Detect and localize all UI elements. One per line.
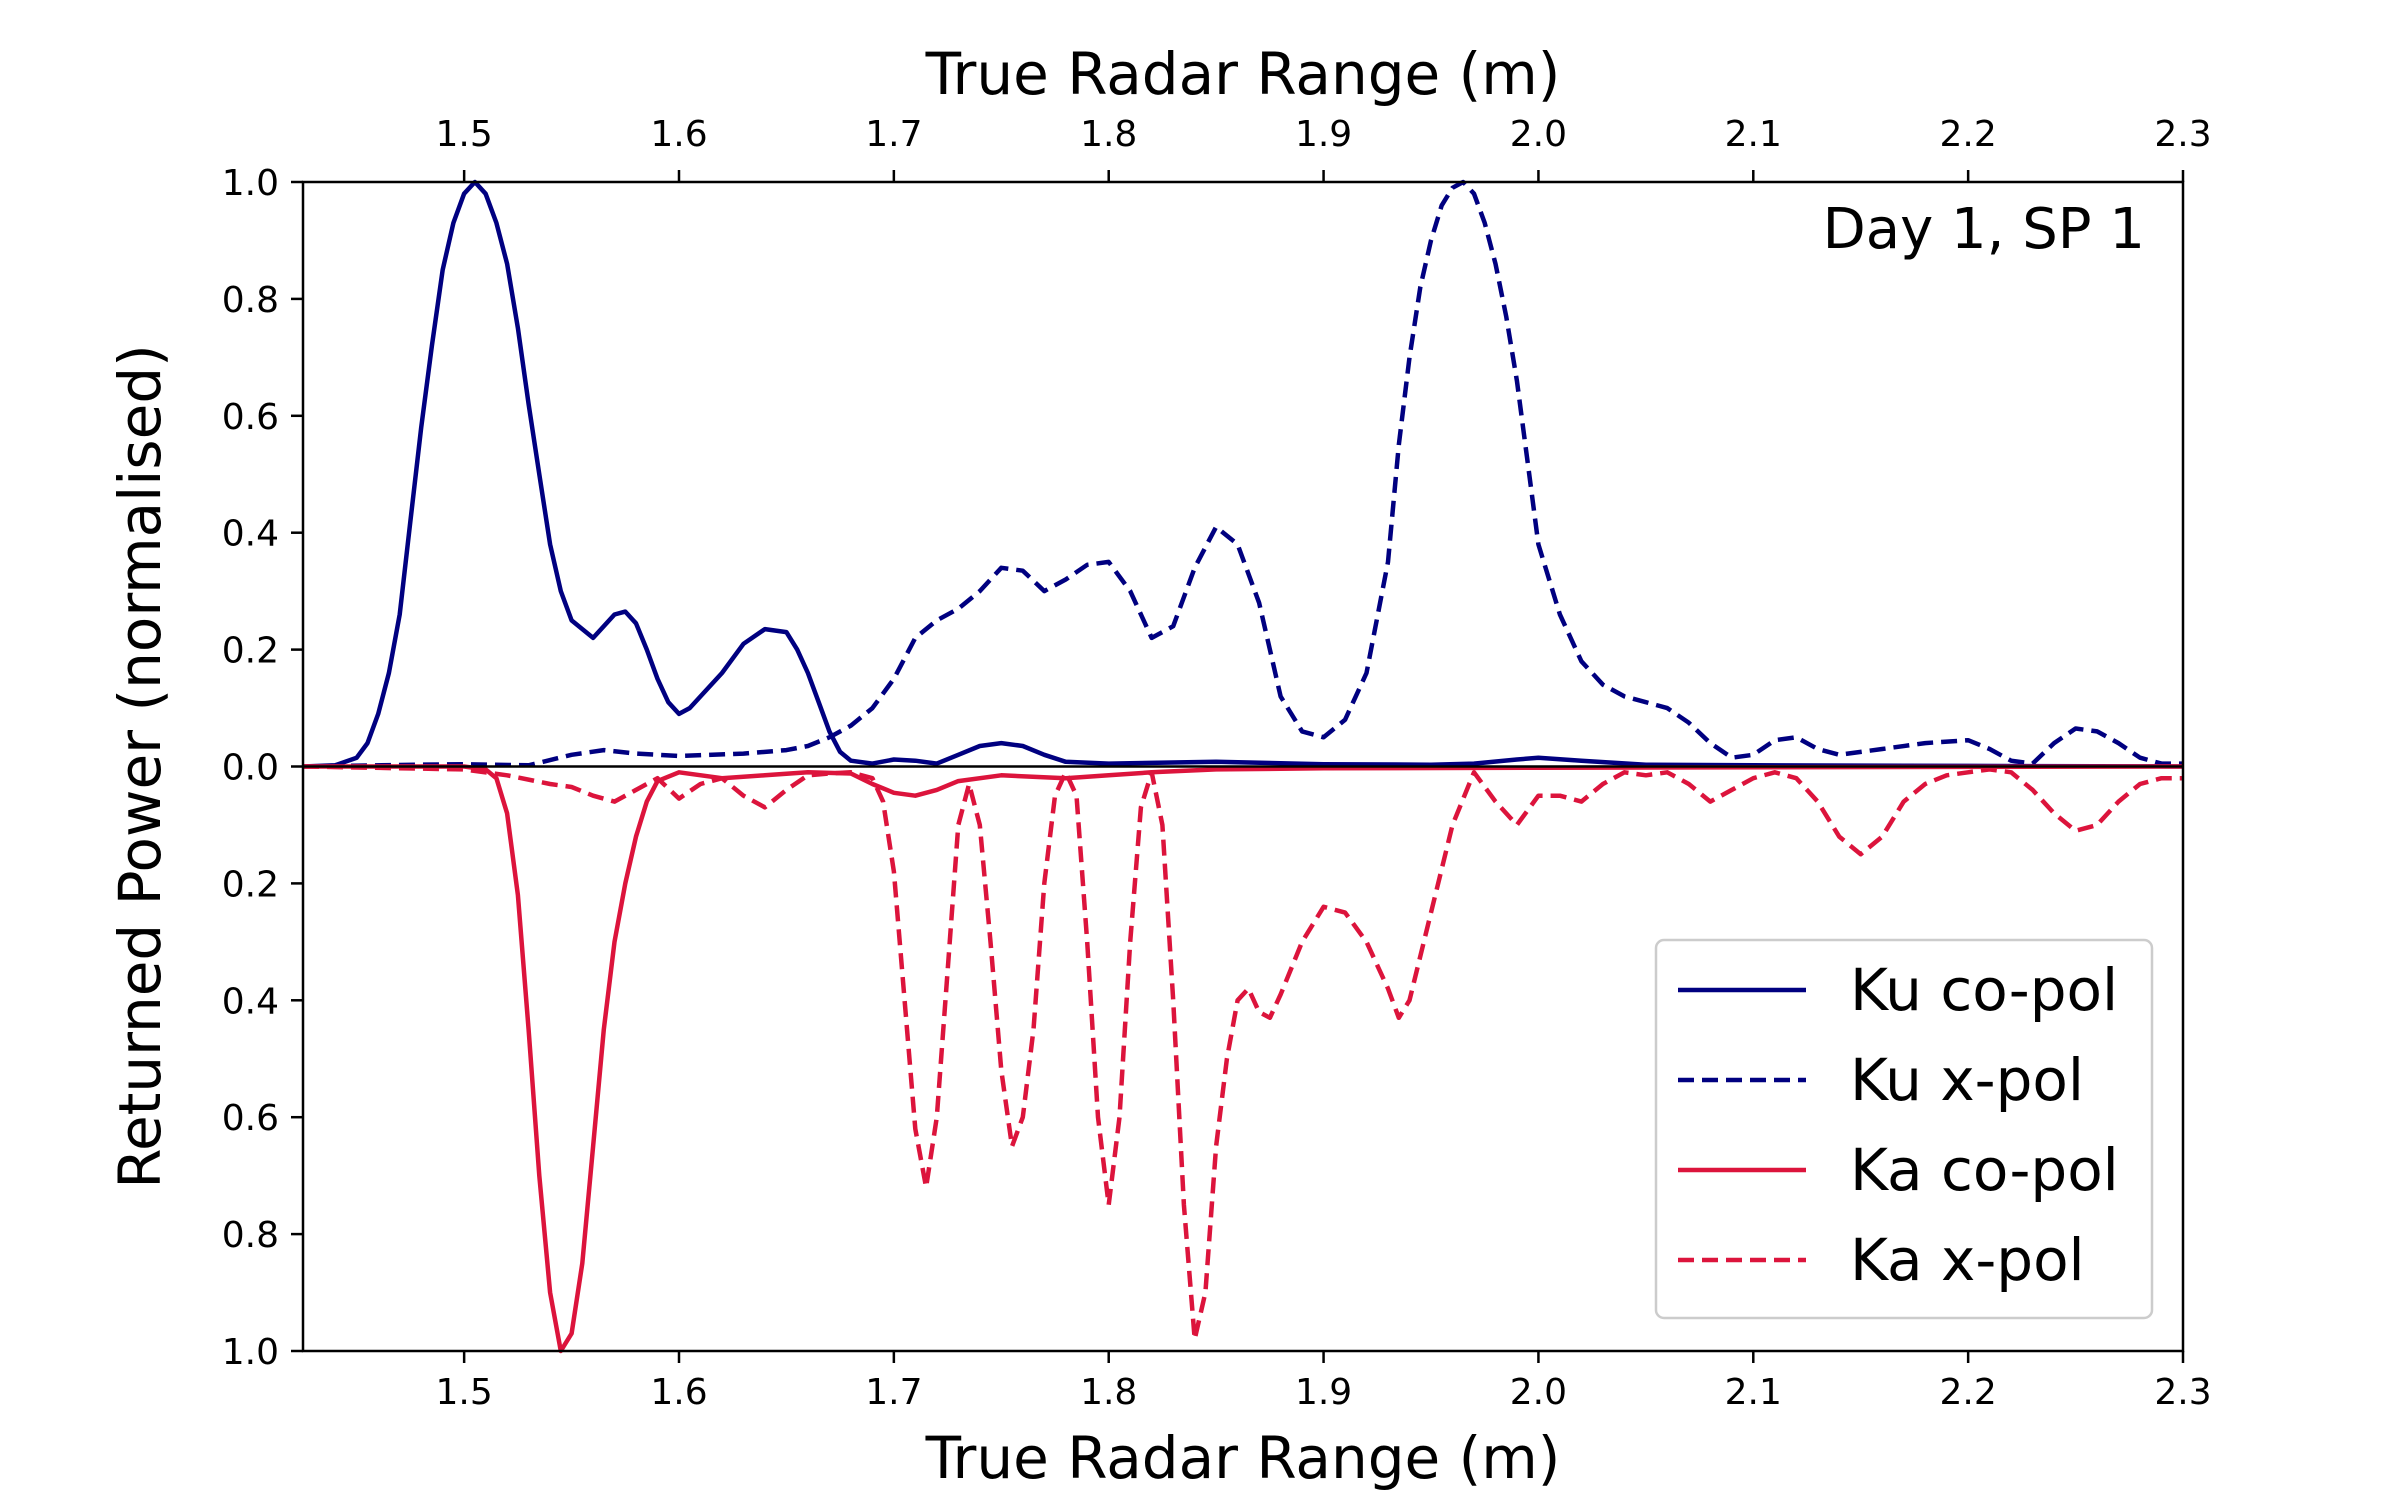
x-tick-label-top: 1.9	[1295, 114, 1352, 155]
x-tick-label-top: 1.6	[650, 114, 707, 155]
y-tick-label: 0.2	[222, 631, 279, 672]
y-tick-label: 0.8	[222, 1215, 279, 1256]
x-axis-title-bottom: True Radar Range (m)	[925, 1424, 1561, 1492]
y-axis-title: Returned Power (normalised)	[106, 344, 174, 1189]
x-tick-label-top: 2.1	[1725, 114, 1782, 155]
x-tick-label-bottom: 2.3	[2154, 1372, 2211, 1413]
y-tick-label: 1.0	[222, 1332, 279, 1373]
x-tick-label-top: 1.5	[436, 114, 493, 155]
x-tick-label-bottom: 1.7	[865, 1372, 922, 1413]
y-tick-label: 0.8	[222, 280, 279, 321]
x-tick-label-top: 1.7	[865, 114, 922, 155]
y-tick-label: 0.6	[222, 1098, 279, 1139]
y-tick-label: 0.0	[222, 748, 279, 789]
x-tick-label-top: 2.2	[1940, 114, 1997, 155]
x-tick-label-bottom: 2.1	[1725, 1372, 1782, 1413]
x-tick-label-bottom: 1.6	[650, 1372, 707, 1413]
y-tick-label: 0.4	[222, 514, 279, 555]
series-line-ku-co-pol	[302, 179, 2184, 769]
x-tick-label-bottom: 1.8	[1080, 1372, 1137, 1413]
legend-box	[1654, 938, 2154, 1320]
x-tick-label-bottom: 1.5	[436, 1372, 493, 1413]
legend-label: Ku co-pol	[1850, 956, 2118, 1024]
panel-annotation: Day 1, SP 1	[1823, 197, 2145, 262]
y-tick-label: 0.4	[222, 981, 279, 1022]
x-tick-label-bottom: 2.2	[1940, 1372, 1997, 1413]
series-line-ka-x-pol	[302, 764, 2183, 1342]
y-tick-label: 0.6	[222, 397, 279, 438]
y-tick-label: 0.2	[222, 864, 279, 905]
legend-label: Ka x-pol	[1850, 1226, 2085, 1294]
legend: Ku co-pol Ku x-pol Ka co-pol Ka x-pol	[1654, 938, 2154, 1320]
y-tick-label: 1.0	[222, 163, 279, 204]
x-tick-label-bottom: 2.0	[1510, 1372, 1567, 1413]
x-axis-title-top: True Radar Range (m)	[925, 40, 1561, 108]
x-tick-label-top: 2.0	[1510, 114, 1567, 155]
x-tick-label-top: 1.8	[1080, 114, 1137, 155]
series-line-ku-x-pol	[302, 179, 2183, 769]
legend-label: Ka co-pol	[1850, 1136, 2119, 1204]
legend-label: Ku x-pol	[1850, 1046, 2084, 1114]
ticks-layer: 1.5 1.5 1.6 1.6 1.7 1.7 1.8 1.8 1.9 1.9 2.0 2.0 2.1 2…	[222, 114, 2212, 1413]
x-tick-label-bottom: 1.9	[1295, 1372, 1352, 1413]
x-tick-label-top: 2.3	[2154, 114, 2211, 155]
curves-layer	[302, 179, 2184, 1354]
